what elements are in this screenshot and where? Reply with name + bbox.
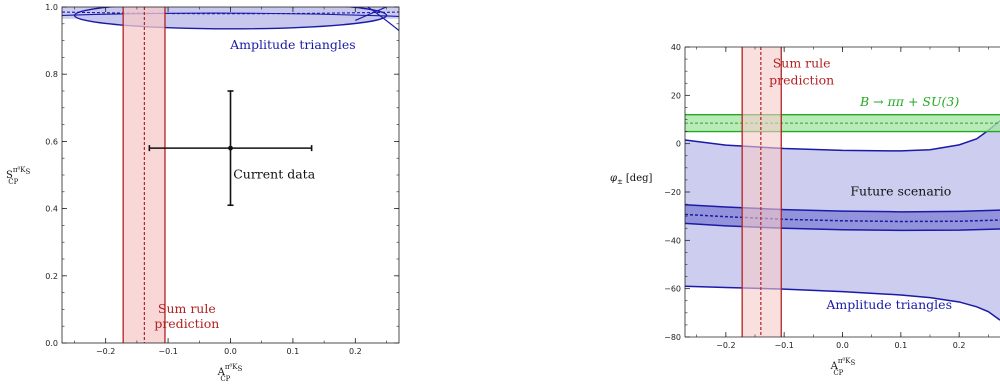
x-tick-label: −0.1 [774, 341, 793, 350]
amplitude-curve-right-1 [367, 7, 399, 31]
x-label-sub: CP [833, 369, 843, 377]
y-tick-label: −40 [664, 236, 681, 245]
y-tick-label: −60 [664, 285, 681, 294]
annotation: prediction [154, 316, 219, 331]
current-data-marker [228, 145, 233, 151]
left-chart-plot-area [62, 7, 399, 343]
y-label-sub: ± [617, 178, 623, 186]
x-axis-label: Aπ⁰KS CP [217, 363, 243, 383]
x-axis-label: Aπ⁰KS CP [830, 357, 856, 377]
future-scenario-lower [685, 222, 1000, 232]
x-tick-label: −0.1 [158, 347, 177, 356]
left-chart: −0.2 −0.1 0.0 0.1 0.2 0.0 0.2 0.4 0.6 0.8 1.0 Ampl… [6, 3, 400, 383]
y-label-sub: CP [8, 178, 18, 186]
annotation: Current data [233, 166, 315, 181]
x-label-sup: π⁰K [225, 363, 238, 371]
amplitude-dashed-line [62, 11, 399, 15]
y-tick-label: 0 [676, 140, 681, 149]
left-chart-ticks: −0.2 −0.1 0.0 0.1 0.2 0.0 0.2 0.4 0.6 0.8 1.0 [45, 3, 399, 356]
y-label-main: φ [610, 173, 617, 184]
y-tick-label: 0.2 [45, 272, 58, 281]
x-label-main: A [217, 367, 226, 378]
right-chart-plot-area [685, 47, 1000, 337]
y-label-unit: [deg] [626, 173, 653, 184]
x-tick-label: −0.2 [96, 347, 115, 356]
annotation: B → ππ + SU(3) [859, 94, 959, 109]
y-label-main: S [6, 170, 13, 181]
right-chart-ticks: −0.2 −0.1 0.0 0.1 0.2 −80 −60 −40 −20 0 20 40 [664, 43, 989, 350]
amplitude-ellipse [73, 7, 388, 30]
x-label-sub: CP [220, 375, 230, 383]
annotation: Sum rule [773, 56, 831, 71]
y-axis-label: Sπ⁰KS CP [6, 166, 31, 186]
amplitude-line [62, 12, 399, 17]
y-axis-label: φ± [deg] [610, 173, 653, 186]
annotation: prediction [769, 72, 834, 87]
y-label-sup-sub: S [26, 168, 31, 176]
annotation: Amplitude triangles [825, 297, 952, 312]
x-label-sup: π⁰K [838, 357, 851, 365]
current-data-point [148, 90, 313, 207]
y-tick-label: 20 [671, 91, 681, 100]
x-label-sup-sub: S [238, 365, 243, 373]
right-chart-axis-labels: Aπ⁰KS CP φ± [deg] [610, 173, 856, 377]
future-scenario-center [685, 213, 1000, 223]
x-label-main: A [830, 361, 839, 372]
future-scenario-upper [685, 204, 1000, 213]
amplitude-curve-right-2 [355, 7, 387, 21]
right-chart: −0.2 −0.1 0.0 0.1 0.2 −80 −60 −40 −20 0 20 40 Sum r… [610, 43, 1000, 377]
sum-rule-band [742, 47, 782, 337]
x-tick-label: 0.0 [224, 347, 237, 356]
x-tick-label: 0.2 [953, 341, 966, 350]
x-tick-label: 0.1 [287, 347, 300, 356]
x-tick-label: 0.0 [836, 341, 849, 350]
y-tick-label: 1.0 [45, 3, 58, 12]
annotation: Amplitude triangles [229, 37, 356, 52]
y-tick-label: 0.8 [45, 70, 58, 79]
y-tick-label: 0.6 [45, 137, 58, 146]
annotation: Future scenario [850, 184, 951, 199]
y-label-sup: π⁰K [13, 166, 26, 174]
y-tick-label: −80 [664, 333, 681, 342]
x-tick-label: 0.2 [349, 347, 362, 356]
x-label-sup-sub: S [851, 359, 856, 367]
y-tick-label: −20 [664, 188, 681, 197]
x-tick-label: 0.1 [894, 341, 907, 350]
y-tick-label: 40 [671, 43, 681, 52]
y-tick-label: 0.0 [45, 339, 58, 348]
y-tick-label: 0.4 [45, 205, 58, 214]
annotation: Sum rule [158, 301, 216, 316]
x-tick-label: −0.2 [716, 341, 735, 350]
left-chart-annotations: Amplitude triangles Current data Sum rulep… [154, 37, 355, 331]
